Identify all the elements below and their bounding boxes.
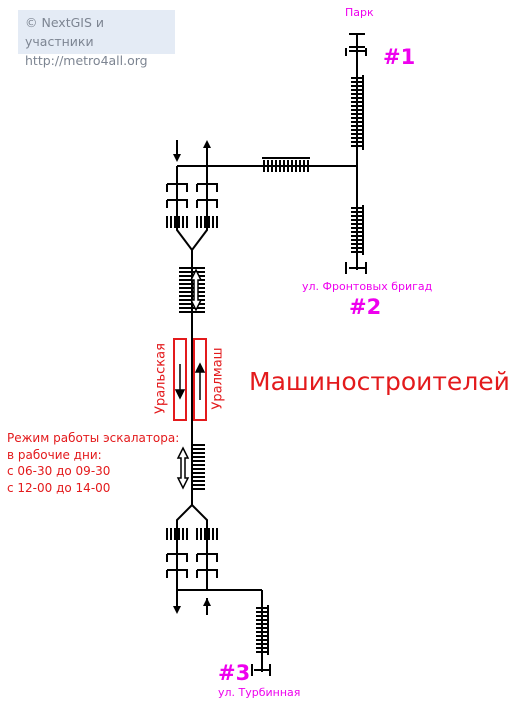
arrow-down-icon <box>173 606 181 614</box>
schedule-slot-2: с 12-00 до 14-00 <box>7 480 111 495</box>
upper-turnstiles <box>166 183 218 228</box>
exit-2-number: #2 <box>349 295 382 319</box>
platform-uralskaya <box>173 338 187 421</box>
train-direction-up-icon <box>194 362 206 373</box>
lower-escalator-steps <box>193 444 205 490</box>
platform-uralmash <box>193 338 207 421</box>
upper-passage-stairs <box>262 157 310 172</box>
exit-1-stairs <box>351 75 364 150</box>
exit-3-street: ул. Турбинная <box>218 686 301 699</box>
exit-2-stairs <box>351 205 364 255</box>
schedule-slot-1: с 06-30 до 09-30 <box>7 464 111 478</box>
arrow-up-icon <box>203 598 211 606</box>
station-title: Машиностроителей <box>249 367 510 396</box>
credits-link[interactable]: http://metro4all.org <box>25 53 148 68</box>
exit-1-number: #1 <box>383 45 416 69</box>
platform-label-left: Уральская <box>153 343 169 414</box>
exit-1-barrier <box>345 48 367 56</box>
train-direction-down-icon <box>174 389 186 400</box>
exit-2-street: ул. Фронтовых бригад <box>302 280 433 293</box>
platform-label-right: Уралмаш <box>210 347 226 410</box>
exit-1-street: Парк <box>345 6 374 19</box>
lower-turnstiles <box>166 528 218 578</box>
arrow-up-icon <box>203 140 211 148</box>
escalator-schedule: Режим работы эскалатора: в рабочие дни: … <box>7 430 179 496</box>
credits-box: © NextGIS и участники http://metro4all.o… <box>18 10 175 68</box>
schedule-days: в рабочие дни: <box>7 447 102 462</box>
schedule-title: Режим работы эскалатора: <box>7 431 180 445</box>
credits-copyright: © NextGIS и участники <box>25 15 104 49</box>
arrow-down-icon <box>173 154 181 162</box>
exit-3-number: #3 <box>218 661 251 685</box>
escalator-bidirectional-icon <box>176 446 190 490</box>
escalator-bidirectional-icon <box>189 268 203 312</box>
exit-3-stairs <box>256 605 269 655</box>
